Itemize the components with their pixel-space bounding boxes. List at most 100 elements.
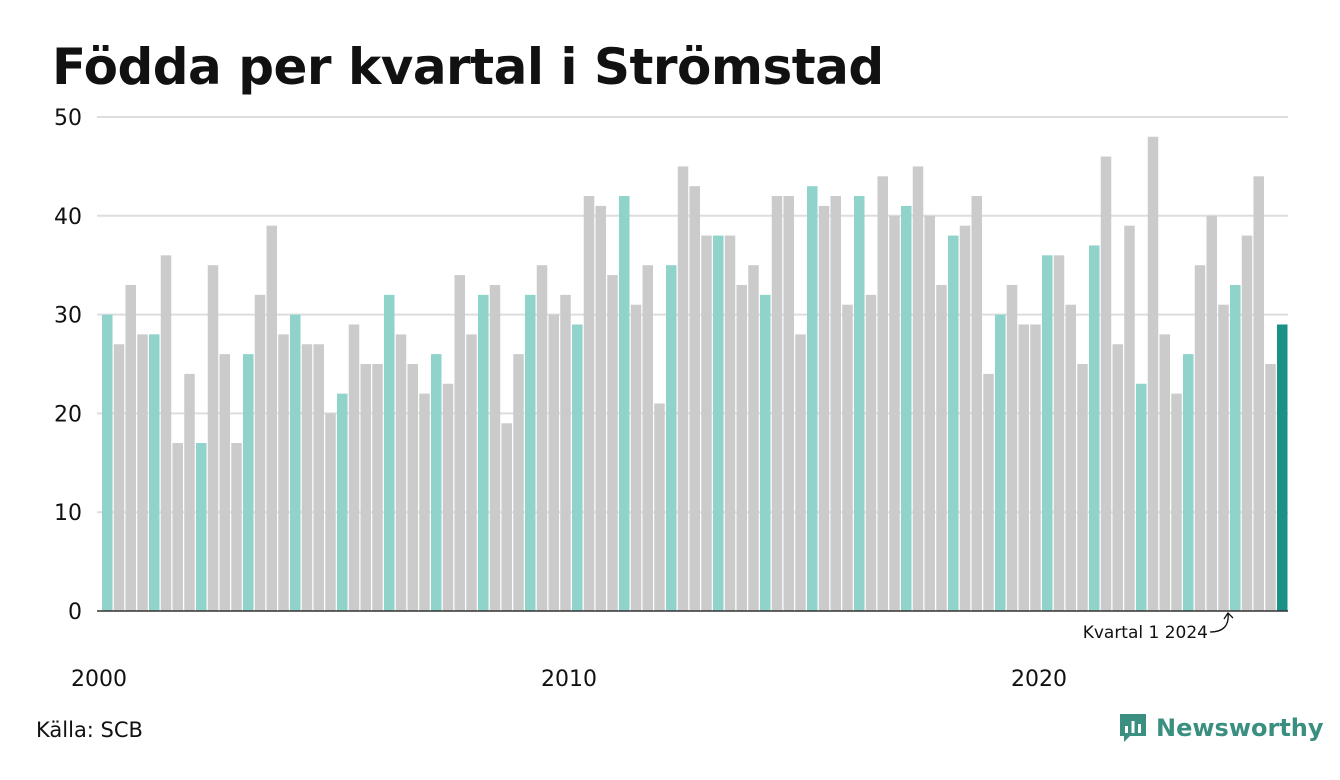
bar (666, 265, 677, 611)
bar (1077, 364, 1088, 611)
bar (1065, 304, 1076, 611)
bar (1265, 364, 1276, 611)
bar (912, 166, 924, 611)
y-tick-label: 20 (54, 402, 82, 427)
bar (489, 284, 501, 611)
bar (877, 176, 888, 611)
bar (1112, 344, 1123, 611)
annotation: Kvartal 1 2024 (1083, 611, 1234, 643)
y-tick-labels: 0 10 20 30 40 50 (54, 106, 82, 625)
bar (771, 196, 783, 612)
bar (901, 205, 912, 612)
bar (619, 196, 630, 612)
bar (278, 334, 289, 611)
bar (113, 344, 125, 611)
bar (854, 196, 865, 612)
x-tick-labels: 2000 2010 2020 (71, 667, 1067, 692)
bar (630, 304, 642, 611)
bar (760, 294, 771, 611)
y-tick-label: 10 (54, 501, 82, 526)
bar (1100, 156, 1112, 611)
chart-title: Födda per kvartal i Strömstad (52, 38, 884, 96)
bar (137, 334, 148, 611)
bar (313, 344, 324, 611)
bar (865, 294, 877, 611)
bar-chart: 0 10 20 30 40 50 2000 2010 2020 Kvartal 1 2024 (54, 106, 1288, 692)
y-tick-label: 50 (54, 106, 82, 131)
annotation-arrow (1209, 612, 1229, 633)
bar (701, 235, 712, 611)
bar (1241, 235, 1253, 611)
bar (924, 215, 935, 612)
x-tick-label: 2020 (1011, 667, 1067, 692)
bar (360, 364, 371, 611)
bar (442, 383, 454, 611)
bar (407, 364, 418, 611)
bar (1253, 176, 1264, 611)
bar (642, 265, 653, 611)
bar (971, 196, 982, 612)
bar (1218, 304, 1229, 611)
bar (348, 324, 360, 611)
bar (513, 354, 524, 611)
bar (818, 205, 830, 612)
bar (724, 235, 736, 611)
bar (290, 314, 301, 611)
bar (1136, 383, 1147, 611)
bar (1053, 255, 1065, 611)
y-tick-label: 0 (68, 600, 82, 625)
bar (1183, 354, 1194, 611)
bar (948, 235, 959, 611)
bar (1089, 245, 1100, 611)
bar (889, 215, 900, 612)
bar (1030, 324, 1041, 611)
bar (172, 443, 183, 611)
y-tick-label: 30 (54, 304, 82, 329)
bar (231, 443, 242, 611)
bar (454, 275, 465, 611)
bar (595, 205, 606, 612)
bar (431, 354, 442, 611)
bar (384, 294, 395, 611)
bar (736, 284, 747, 611)
bar (149, 334, 160, 611)
bar (125, 284, 136, 611)
bar (478, 294, 489, 611)
bar (254, 294, 266, 611)
bar (713, 235, 724, 611)
bar (936, 284, 947, 611)
bar (1006, 284, 1018, 611)
y-tick-label: 40 (54, 205, 82, 230)
annotation-label: Kvartal 1 2024 (1083, 623, 1208, 643)
bar (325, 413, 336, 611)
bar (1277, 324, 1288, 611)
bar (395, 334, 407, 611)
annotation-arrowhead (1223, 611, 1234, 620)
bar (654, 403, 665, 611)
bar (1230, 284, 1241, 611)
bar (466, 334, 477, 611)
brand-name: Newsworthy (1156, 714, 1324, 742)
bar (560, 294, 571, 611)
bar (219, 354, 230, 611)
bar (337, 393, 348, 611)
bar (807, 186, 818, 611)
bar (1206, 215, 1217, 612)
bar (501, 423, 512, 611)
bar (1147, 136, 1159, 611)
bar (842, 304, 853, 611)
bar (243, 354, 254, 611)
bar (536, 265, 548, 611)
bar (102, 314, 113, 611)
bar (525, 294, 536, 611)
bar (1042, 255, 1053, 611)
bar (607, 275, 618, 611)
source-note: Källa: SCB (36, 718, 143, 742)
bar (983, 373, 994, 611)
x-tick-label: 2000 (71, 667, 127, 692)
brand-logo: Newsworthy (1118, 712, 1324, 744)
bar (160, 255, 172, 611)
bar (783, 196, 794, 612)
bars (102, 136, 1288, 612)
bar (372, 364, 383, 611)
